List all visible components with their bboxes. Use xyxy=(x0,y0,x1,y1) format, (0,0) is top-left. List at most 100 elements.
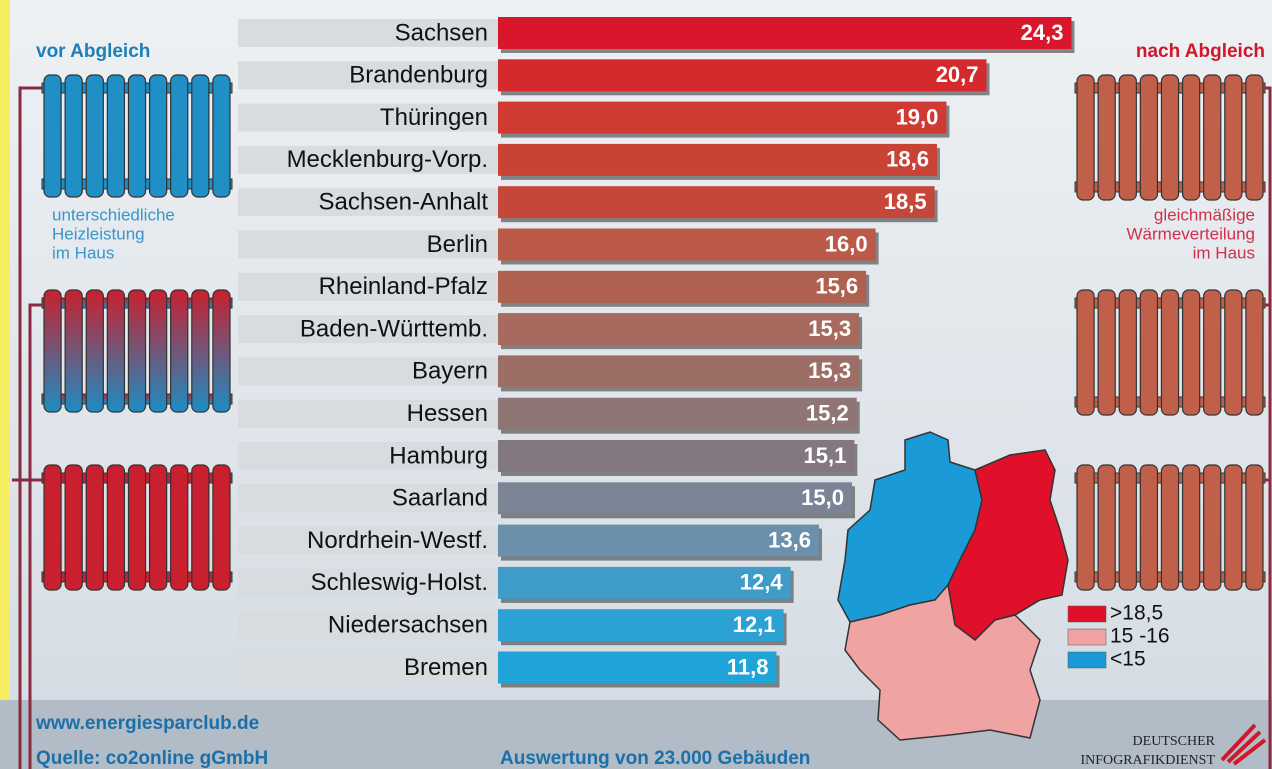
radiator-fin xyxy=(64,464,83,591)
bar xyxy=(498,609,784,642)
value-label: 24,3 xyxy=(1021,20,1064,45)
bar xyxy=(498,101,947,134)
bar-chart: Sachsen 24,3 Brandenburg 20,7 Thüringen 19,0 M… xyxy=(238,17,1075,688)
radiator xyxy=(41,74,233,198)
label-strip xyxy=(238,188,498,217)
label-strip xyxy=(238,484,498,513)
label-strip xyxy=(238,61,498,90)
radiator-fin xyxy=(1160,464,1180,591)
radiator-fin xyxy=(148,74,168,198)
label-strip xyxy=(238,653,498,682)
decorations xyxy=(12,74,1272,769)
radiator-fin xyxy=(1097,74,1116,201)
label-strip xyxy=(238,399,498,428)
bar xyxy=(498,440,855,472)
radiator xyxy=(1074,74,1266,201)
bar xyxy=(498,59,987,92)
panel-caption: Heizleistung xyxy=(52,224,145,243)
value-label: 16,0 xyxy=(825,231,868,256)
radiator-fin xyxy=(1076,464,1095,591)
label-strip xyxy=(238,568,498,597)
radiator-fin xyxy=(1160,74,1180,201)
radiator-fin xyxy=(1118,289,1137,416)
footer-note: Auswertung von 23.000 Gebäuden xyxy=(500,748,810,769)
bar xyxy=(498,524,819,557)
category-label: Thüringen xyxy=(380,104,488,131)
panel-caption: im Haus xyxy=(52,243,114,262)
radiator-fin xyxy=(64,74,83,198)
radiator-fin xyxy=(191,464,210,591)
radiator-fin xyxy=(170,464,189,591)
bar xyxy=(498,143,937,176)
brand-logo xyxy=(1220,723,1267,766)
label-strip xyxy=(238,526,498,555)
pipe xyxy=(1265,86,1272,769)
value-label: 15,6 xyxy=(815,274,858,299)
value-label: 18,5 xyxy=(884,189,927,214)
bar xyxy=(498,186,935,219)
brand-line: DEUTSCHER xyxy=(1133,734,1216,749)
legend-swatch xyxy=(1067,628,1107,646)
radiator xyxy=(41,289,233,413)
radiator-fin xyxy=(1118,464,1137,591)
radiator-fin xyxy=(1203,74,1222,201)
label-strip xyxy=(238,357,498,386)
category-label: Sachsen-Anhalt xyxy=(319,189,489,216)
radiator-fin xyxy=(1139,289,1159,416)
category-label: Baden-Württemb. xyxy=(300,315,488,342)
radiator xyxy=(1074,289,1266,416)
value-label: 15,1 xyxy=(804,443,847,468)
radiator-fin xyxy=(1203,464,1222,591)
value-label: 18,6 xyxy=(886,147,929,172)
value-label: 15,3 xyxy=(808,316,851,341)
legend-swatch xyxy=(1067,651,1107,669)
radiator-fin xyxy=(212,289,231,413)
value-label: 12,1 xyxy=(733,612,776,637)
radiator-fin xyxy=(1245,74,1264,201)
bar xyxy=(498,17,1072,49)
radiator-fin xyxy=(106,74,126,198)
map-region-mid xyxy=(844,583,1041,741)
radiator-fin xyxy=(212,74,231,198)
legend-swatch xyxy=(1067,605,1107,623)
radiator-fin xyxy=(43,289,62,413)
radiator-fin xyxy=(127,289,147,413)
radiator-fin xyxy=(127,464,147,591)
panel-caption: gleichmäßige xyxy=(1154,205,1255,224)
value-label: 12,4 xyxy=(740,570,784,595)
value-label: 11,8 xyxy=(727,654,769,679)
bar xyxy=(498,355,860,388)
radiator-fin xyxy=(1181,464,1201,591)
panel-caption: im Haus xyxy=(1193,243,1255,262)
radiator xyxy=(41,464,233,591)
label-strip xyxy=(238,103,498,132)
legend-label: <15 xyxy=(1110,648,1146,671)
germany-map xyxy=(837,431,1069,741)
radiator-fin xyxy=(106,464,126,591)
legend-label: 15 -16 xyxy=(1110,625,1170,648)
radiator-fin xyxy=(1245,289,1264,416)
bar xyxy=(498,651,777,684)
category-label: Rheinland-Pfalz xyxy=(319,273,488,300)
radiator-fin xyxy=(148,289,168,413)
radiator-fin xyxy=(1118,74,1137,201)
radiator-fin xyxy=(1224,74,1243,201)
radiator-fin xyxy=(1181,74,1201,201)
label-strip xyxy=(238,19,498,47)
category-label: Brandenburg xyxy=(349,62,488,89)
category-label: Schleswig-Holst. xyxy=(311,569,488,596)
label-strip xyxy=(238,315,498,344)
legend-label: >18,5 xyxy=(1110,602,1163,625)
left-title: vor Abgleich xyxy=(36,41,150,62)
radiator-fin xyxy=(1224,289,1243,416)
radiator-fin xyxy=(1076,289,1095,416)
bar xyxy=(498,270,867,303)
brand-line: INFOGRAFIKDIENST xyxy=(1080,753,1215,768)
radiator-fin xyxy=(85,464,104,591)
radiator-fin xyxy=(1139,74,1159,201)
label-strip xyxy=(238,272,498,301)
category-label: Bremen xyxy=(404,654,488,681)
radiator-fin xyxy=(85,289,104,413)
radiator-fin xyxy=(85,74,104,198)
radiator-fin xyxy=(127,74,147,198)
